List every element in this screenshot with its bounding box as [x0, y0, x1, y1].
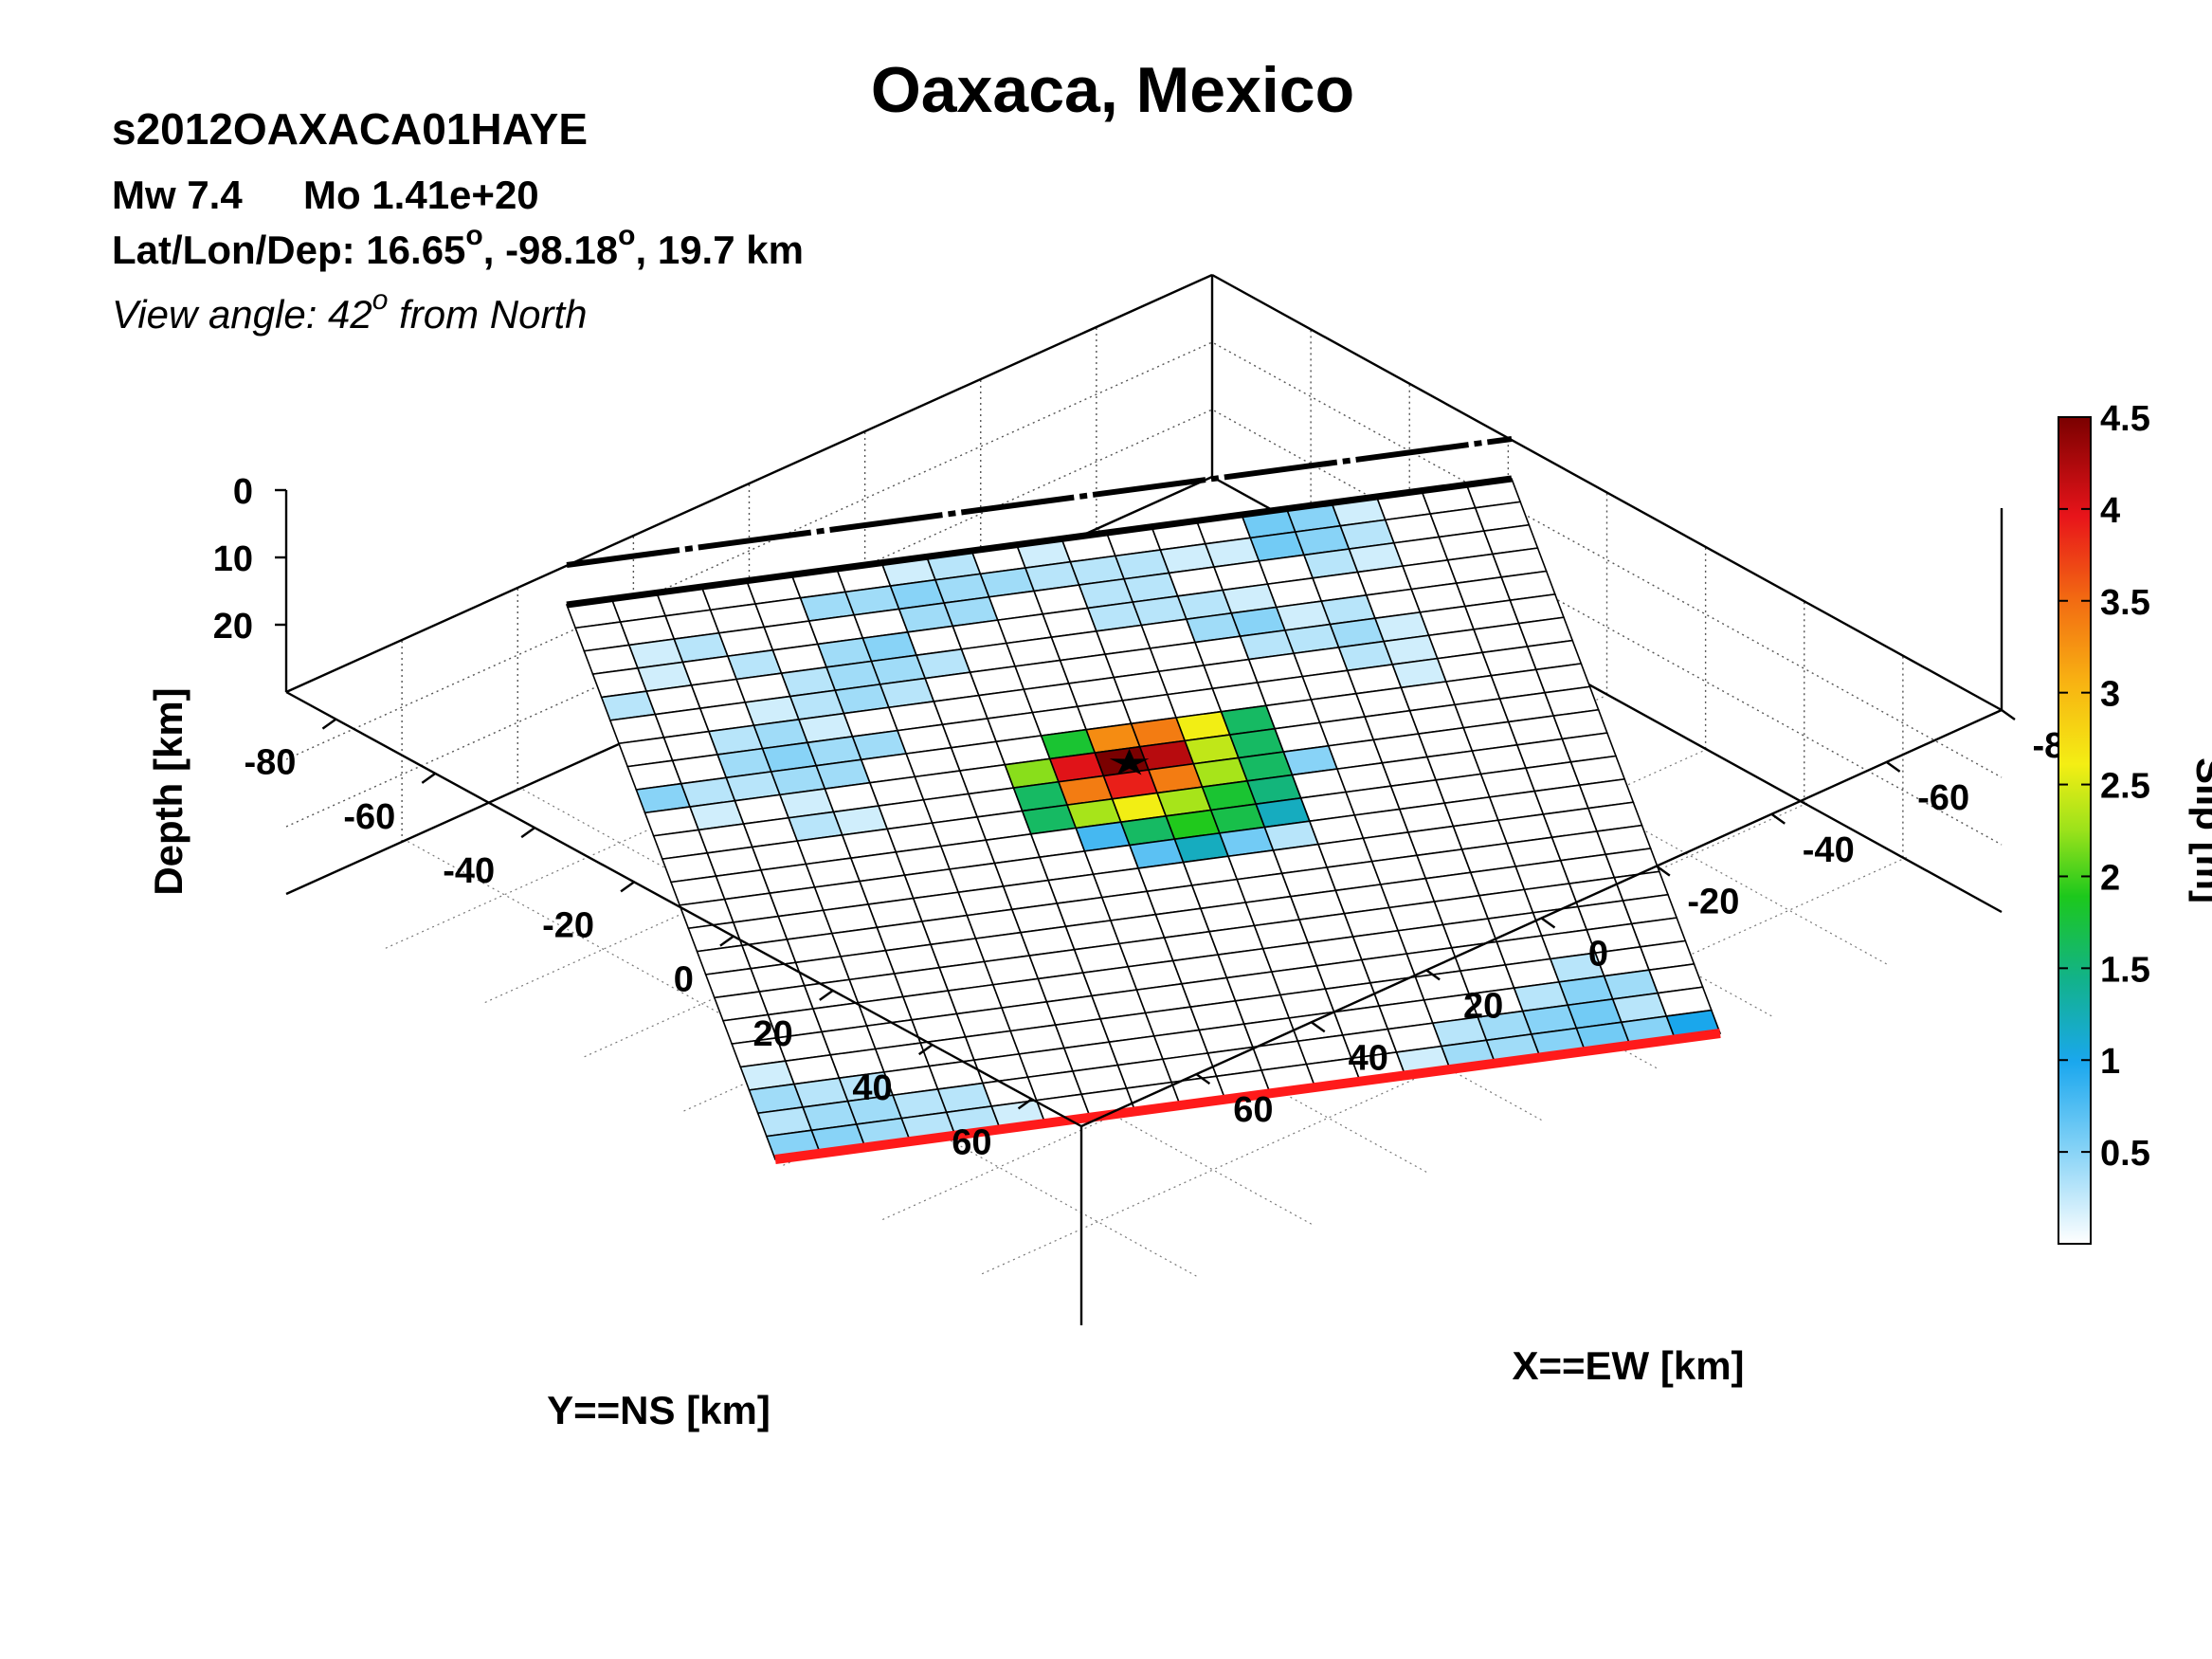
colorbar-tick-label: 2	[2100, 858, 2120, 898]
y-tick-label: 20	[753, 1014, 793, 1054]
view-suffix: from North	[388, 292, 587, 337]
y-tick	[620, 881, 635, 893]
box-edge	[285, 273, 1213, 694]
z-tick-label: 10	[213, 539, 253, 579]
z-tick-label: 0	[233, 472, 253, 512]
y-tick-label: 0	[674, 960, 694, 1000]
x-tick-label: 40	[1349, 1038, 1388, 1078]
x-tick-label: 60	[1233, 1090, 1273, 1130]
x-tick-label: -60	[1917, 778, 1969, 818]
colorbar-ticks: 0.5 1 1.5 2 2.5 3 3.5 4 4.5	[2058, 399, 2150, 1174]
grid-line	[285, 409, 2003, 846]
x-tick	[2001, 709, 2016, 720]
x-tick	[1425, 969, 1441, 981]
colorbar	[2058, 416, 2092, 1245]
x-tick	[1195, 1073, 1211, 1085]
y-tick	[520, 827, 535, 839]
y-tick	[1017, 1098, 1033, 1110]
colorbar-tick-label: 4	[2100, 491, 2120, 531]
colorbar-tick-label: 4.5	[2100, 399, 2150, 439]
fault-bottom-edge	[774, 1029, 1721, 1164]
y-axis-label: Y==NS [km]	[547, 1388, 771, 1432]
y-tick-label: 40	[852, 1068, 892, 1108]
y-tick-label: -60	[343, 797, 395, 837]
axes-box-front	[284, 490, 2003, 1325]
y-tick-label: -20	[542, 905, 594, 945]
view-angle-line: View angle: 42o from North	[112, 284, 588, 337]
x-tick-label: -20	[1687, 883, 1739, 922]
view-prefix: View angle: 42	[112, 292, 372, 337]
surface-trace	[566, 436, 1513, 568]
lon-text: , -98.18	[483, 228, 618, 272]
degree-sign-view: o	[372, 284, 389, 316]
box-edge	[285, 690, 1082, 1128]
fault-top-edge	[566, 475, 1513, 609]
y-tick-label: -40	[443, 851, 495, 891]
x-tick	[1770, 812, 1786, 825]
colorbar-tick-label: 3	[2100, 675, 2120, 715]
location-line: Lat/Lon/Dep: 16.65o, -98.18o, 19.7 km	[112, 220, 804, 272]
x-tick	[1656, 865, 1671, 877]
degree-sign-lon: o	[618, 220, 635, 251]
x-tick-label: 0	[1588, 935, 1608, 975]
x-axis-label: X==EW [km]	[1512, 1343, 1744, 1388]
fault-traces	[566, 436, 1721, 1164]
colorbar-tick-label: 1	[2100, 1042, 2120, 1082]
event-id: s2012OAXACA01HAYE	[112, 104, 588, 154]
chart-title: Oaxaca, Mexico	[871, 54, 1354, 126]
y-tick	[421, 772, 437, 784]
latlon-prefix: Lat/Lon/Dep: 16.65	[112, 228, 465, 272]
y-tick-label: -80	[245, 743, 297, 783]
y-tick-label: 60	[952, 1122, 991, 1162]
y-tick	[917, 1044, 934, 1056]
y-tick	[819, 989, 834, 1001]
box-edge	[1211, 273, 2003, 712]
z-axis-label: Depth [km]	[146, 687, 190, 895]
magnitude-label: Mw 7.4	[112, 173, 243, 217]
grid-line	[285, 341, 2003, 778]
x-tick-label: 20	[1463, 986, 1503, 1026]
y-tick	[321, 718, 337, 730]
colorbar-label: Slip [m]	[2188, 757, 2212, 903]
y-tick	[719, 935, 734, 947]
colorbar-tick-label: 2.5	[2100, 767, 2150, 807]
degree-sign-lat: o	[465, 220, 482, 251]
x-tick-label: -40	[1803, 830, 1855, 870]
hypocenter-star-icon	[1109, 748, 1150, 775]
x-tick	[1311, 1021, 1326, 1033]
z-tick-label: 20	[213, 607, 253, 647]
colorbar-tick-label: 1.5	[2100, 950, 2150, 990]
depth-text: , 19.7 km	[636, 228, 804, 272]
x-tick	[1885, 760, 1901, 773]
colorbar-tick-label: 0.5	[2100, 1134, 2150, 1174]
moment-label: Mo 1.41e+20	[303, 173, 539, 217]
colorbar-tick-label: 3.5	[2100, 583, 2150, 623]
x-tick	[1540, 917, 1556, 929]
